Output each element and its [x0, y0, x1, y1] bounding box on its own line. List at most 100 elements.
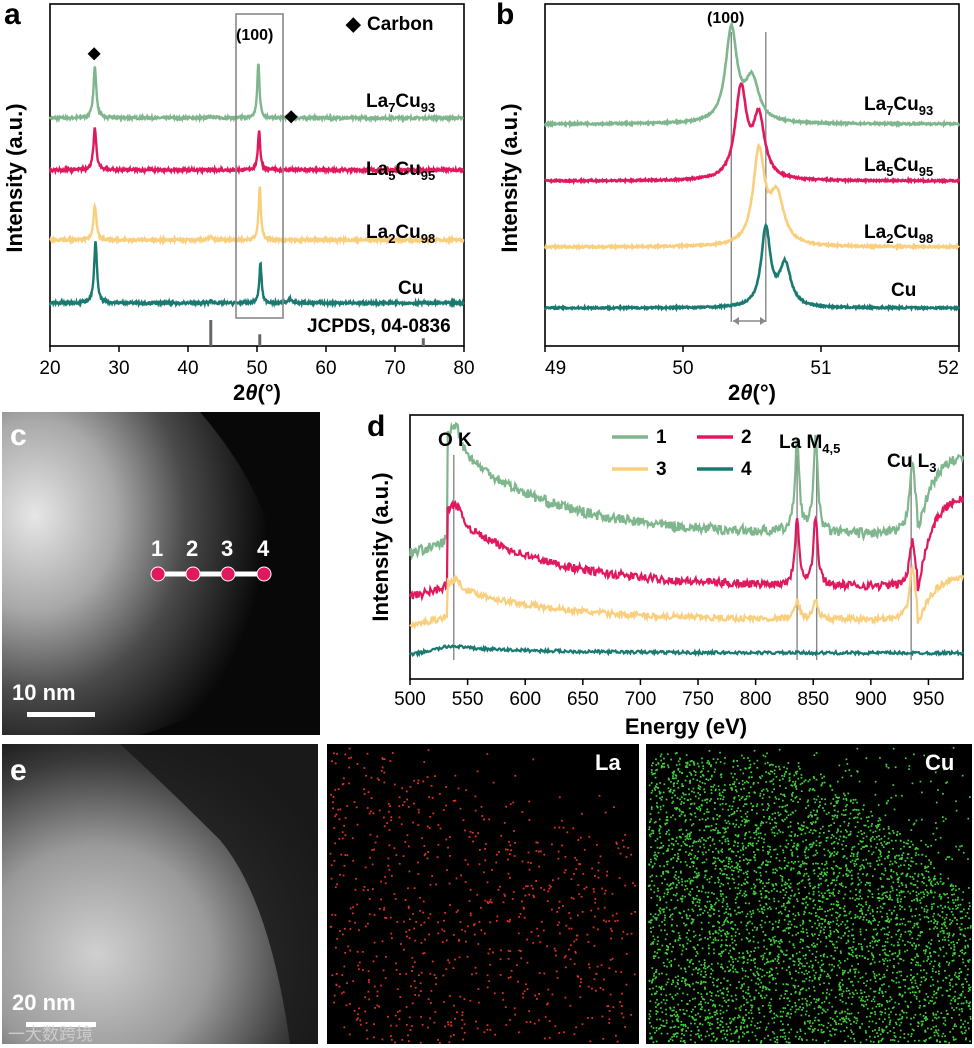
panel-e-scale-bar — [26, 1022, 96, 1027]
panel-d-x-tick-label: 750 — [682, 689, 714, 710]
panel-letter-b: b — [496, 0, 514, 31]
panel-d-label-la: La M4,5 — [779, 432, 840, 456]
panel-a-x-tick-labels: 20 30 40 50 60 70 80 — [39, 358, 474, 379]
panel-b-x-tick-label: 52 — [938, 358, 959, 379]
panel-b-frame — [544, 3, 960, 347]
panel-a-box-label: (100) — [236, 27, 273, 44]
panel-d-reference-lines — [453, 455, 912, 660]
panel-b-trace-La5Cu95 — [544, 82, 961, 186]
panel-a-legend-text: Carbon — [367, 14, 434, 35]
panel-d-trace-1 — [408, 421, 965, 561]
panel-c-scan-point-1 — [150, 566, 166, 582]
panel-a-series-labels: La7Cu93 La5Cu95 La2Cu98 Cu — [366, 91, 435, 299]
panel-letter-e: e — [10, 754, 27, 787]
panel-a-x-tick-label: 60 — [315, 358, 336, 379]
panel-c-scan-point-label-1: 1 — [151, 536, 163, 561]
panel-d-trace-2 — [408, 495, 965, 602]
panel-b-series-label-La2Cu98: La2Cu98 — [864, 222, 933, 246]
panel-a-xlabel: 2θ(°) — [233, 380, 281, 405]
panel-d-x-tick-label: 500 — [394, 689, 426, 710]
watermark: 一大数跨境 — [8, 1025, 93, 1045]
panel-b-x-tick-label: 51 — [810, 358, 831, 379]
panel-b-traces — [543, 19, 961, 313]
panel-a-legend-marker: ◆ — [345, 14, 362, 35]
panel-c-scan-point-3 — [220, 566, 236, 582]
panel-b-xlabel: 2θ(°) — [728, 380, 776, 405]
panel-b-x-tick-label: 49 — [545, 358, 566, 379]
panel-d-xlabel: Energy (eV) — [625, 714, 747, 739]
panel-d-x-tick-label: 900 — [855, 689, 887, 710]
panel-e-la-label: La — [595, 750, 621, 775]
panel-a-series-label-Cu: Cu — [398, 278, 423, 299]
panel-b-top-label: (100) — [707, 10, 744, 27]
panel-b-trace-La7Cu93 — [543, 19, 961, 129]
panel-a-trace-La2Cu98 — [49, 186, 465, 246]
panel-d-legend-label-1: 1 — [656, 427, 667, 448]
panel-d-x-ticks — [409, 679, 930, 685]
panel-d-ylabel: Intensity (a.u.) — [368, 472, 393, 621]
panel-a-x-tick-label: 70 — [384, 358, 405, 379]
panel-c-particle — [2, 412, 276, 735]
panel-a-series-label-La5Cu95: La5Cu95 — [366, 159, 435, 183]
panel-b-series-label-La7Cu93: La7Cu93 — [864, 94, 933, 118]
panel-a-series-label-La2Cu98: La2Cu98 — [366, 222, 435, 246]
panel-b-trace-La2Cu98 — [544, 142, 960, 252]
panel-c-scan-point-label-4: 4 — [257, 536, 270, 561]
panel-c-scale-label: 10 nm — [12, 680, 76, 705]
panel-b-x-tick-labels: 49 50 51 52 — [545, 358, 959, 379]
panel-a-trace-Cu — [48, 241, 465, 309]
panel-b-x-tick-label: 50 — [672, 358, 693, 379]
panel-a-carbon-marker-1: ◆ — [87, 45, 101, 62]
panel-d-x-tick-labels: 500 550 600 650 700 750 800 850 900 950 — [394, 689, 944, 710]
panel-d-trace-4 — [409, 644, 964, 658]
panel-d-legend-label-2: 2 — [741, 427, 752, 448]
panel-e-haadf-dark-region — [120, 744, 318, 1044]
panel-a-x-tick-label: 20 — [39, 358, 60, 379]
panel-d-x-tick-label: 700 — [625, 689, 657, 710]
panel-a-ylabel: Intensity (a.u.) — [2, 103, 27, 252]
panel-d-legend-label-3: 3 — [656, 459, 667, 480]
panel-a-highlight-box — [235, 13, 284, 319]
panel-b-trace-Cu — [544, 222, 960, 313]
panel-e-cu-dots — [648, 747, 972, 1044]
panel-b-x-ticks — [544, 346, 960, 352]
panel-a-x-tick-label: 40 — [177, 358, 198, 379]
panel-e-eds-maps: e 20 nm 一大数跨境 La Cu — [2, 744, 972, 1045]
panel-c-scan-point-label-3: 3 — [221, 536, 233, 561]
panel-c-scan-point-2 — [185, 566, 201, 582]
panel-d-legend-label-4: 4 — [741, 459, 752, 480]
panel-letter-c: c — [10, 419, 27, 452]
panel-a-trace-La7Cu93 — [48, 63, 465, 124]
panel-b-xrd-zoom: (100) La7Cu93 La5Cu95 La2Cu98 Cu 49 50 51 52 I… — [497, 3, 961, 405]
panel-letter-d: d — [367, 410, 385, 443]
panel-d-x-tick-label: 850 — [797, 689, 829, 710]
panel-d-x-tick-label: 550 — [452, 689, 484, 710]
panel-d-x-tick-label: 600 — [509, 689, 541, 710]
panel-e-scale-label: 20 nm — [12, 990, 76, 1015]
panel-a-reference-label: JCPDS, 04-0836 — [307, 316, 451, 337]
panel-d-x-tick-label: 800 — [740, 689, 772, 710]
panel-a-traces — [48, 63, 465, 309]
panel-d-x-tick-label: 950 — [913, 689, 945, 710]
panel-d-x-tick-label: 650 — [567, 689, 599, 710]
panel-d-traces — [408, 421, 965, 658]
panel-b-series-label-Cu: Cu — [891, 280, 916, 301]
panel-d-legend: 1 2 3 4 — [612, 427, 752, 480]
panel-d-eels: O K La M4,5 Cu L3 1 2 3 4 500 550 600 650 700 75… — [368, 414, 965, 739]
panel-c-scan-point-4 — [256, 566, 272, 582]
panel-a-x-ticks — [49, 346, 465, 352]
panel-e-cu-label: Cu — [925, 750, 954, 775]
panel-a-trace-La5Cu95 — [48, 127, 465, 176]
panel-a-x-tick-label: 50 — [246, 358, 267, 379]
panel-letter-a: a — [4, 0, 21, 31]
panel-d-frame — [409, 414, 964, 680]
panel-a-carbon-marker-2: ◆ — [284, 108, 298, 125]
panel-a-x-tick-label: 30 — [108, 358, 129, 379]
panel-b-series-labels: La7Cu93 La5Cu95 La2Cu98 Cu — [864, 94, 933, 301]
panel-b-ylabel: Intensity (a.u.) — [497, 103, 522, 252]
panel-c-scan-point-label-2: 2 — [186, 536, 198, 561]
panel-d-label-cu: Cu L3 — [887, 451, 936, 475]
